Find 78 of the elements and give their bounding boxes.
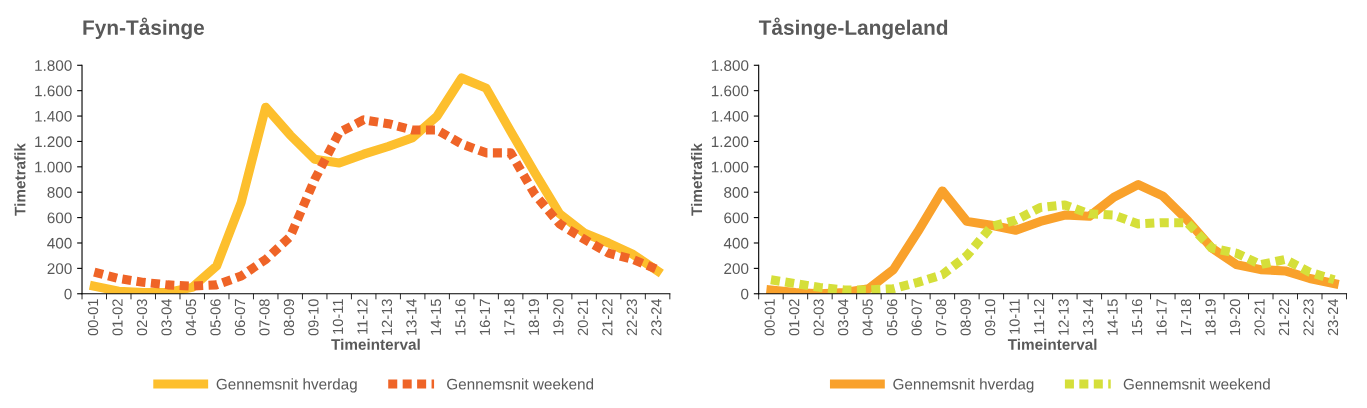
x-tick-label: 11-12 xyxy=(1033,299,1045,334)
y-tick-label: 1.800 xyxy=(711,60,749,71)
x-tick-label: 04-05 xyxy=(862,299,873,336)
y-tick-label: 400 xyxy=(723,237,749,249)
y-tick-label: 0 xyxy=(741,288,749,300)
y-axis-title: Timetrafik xyxy=(14,143,26,216)
legend-label: Gennemsnit weekend xyxy=(1123,378,1270,390)
legend-label: Gennemsnit hverdag xyxy=(216,378,357,393)
x-tick-label: 09-10 xyxy=(984,299,996,336)
y-tick-label: 1.400 xyxy=(35,110,72,122)
y-tick-label: 1.600 xyxy=(35,85,72,97)
chart-title: Fyn-Tåsinge xyxy=(83,17,205,40)
x-tick-label: 06-07 xyxy=(911,299,922,336)
x-tick-label: 05-06 xyxy=(886,299,898,336)
x-tick-label: 16-17 xyxy=(1156,299,1167,335)
x-tick-label: 07-08 xyxy=(259,299,270,336)
x-tick-label: 23-24 xyxy=(1327,299,1339,336)
y-tick-label: 1.800 xyxy=(35,60,72,71)
x-tick-label: 22-23 xyxy=(626,299,638,336)
x-tick-label: 00-01 xyxy=(87,299,99,336)
x-tick-label: 13-14 xyxy=(1082,299,1094,335)
x-tick-label: 14-15 xyxy=(1107,299,1118,335)
x-tick-label: 11-12 xyxy=(357,299,368,334)
x-tick-label: 04-05 xyxy=(185,299,197,336)
x-axis-title: Timeinterval xyxy=(1007,338,1097,350)
x-tick-label: 13-14 xyxy=(406,299,417,335)
y-tick-label: 1.400 xyxy=(711,110,749,122)
x-tick-label: 21-22 xyxy=(602,299,613,336)
x-tick-label: 01-02 xyxy=(789,299,800,336)
x-tick-label: 14-15 xyxy=(430,299,442,335)
y-tick-label: 800 xyxy=(724,187,749,198)
x-tick-label: 10-11 xyxy=(1009,299,1020,334)
x-tick-label: 17-18 xyxy=(504,299,515,335)
x-tick-label: 18-19 xyxy=(528,299,540,335)
y-tick-label: 1.200 xyxy=(35,136,72,148)
x-tick-label: 03-04 xyxy=(838,299,849,336)
legend-label: Gennemsnit hverdag xyxy=(893,378,1034,393)
x-tick-label: 23-24 xyxy=(651,299,662,336)
x-axis-title: Timeinterval xyxy=(331,338,420,350)
x-tick-label: 21-22 xyxy=(1278,299,1290,336)
x-tick-label: 06-07 xyxy=(234,299,246,336)
x-tick-label: 16-17 xyxy=(479,299,491,335)
y-axis-title: Timetrafik xyxy=(690,143,703,216)
x-tick-label: 02-03 xyxy=(813,299,824,336)
x-tick-label: 09-10 xyxy=(308,299,319,336)
x-tick-label: 15-16 xyxy=(455,299,466,335)
x-tick-label: 01-02 xyxy=(112,299,123,336)
x-tick-label: 20-21 xyxy=(1254,299,1265,336)
y-tick-label: 1.000 xyxy=(711,161,749,173)
y-tick-label: 1.200 xyxy=(711,136,749,148)
x-tick-label: 08-09 xyxy=(283,299,295,336)
x-tick-label: 22-23 xyxy=(1303,299,1314,336)
y-tick-label: 600 xyxy=(724,212,749,224)
x-tick-label: 17-18 xyxy=(1180,299,1192,335)
x-tick-label: 12-13 xyxy=(381,299,393,335)
x-tick-label: 19-20 xyxy=(553,299,564,335)
x-tick-label: 12-13 xyxy=(1058,299,1069,335)
x-tick-label: 08-09 xyxy=(960,299,971,336)
y-tick-label: 200 xyxy=(724,263,749,275)
y-tick-label: 1.000 xyxy=(35,161,72,173)
y-tick-label: 0 xyxy=(64,288,72,300)
x-tick-label: 00-01 xyxy=(764,299,775,336)
legend-label: Gennemsnit weekend xyxy=(447,378,594,390)
x-tick-label: 07-08 xyxy=(935,299,947,336)
x-tick-label: 15-16 xyxy=(1131,299,1143,335)
y-tick-label: 600 xyxy=(47,212,72,224)
y-tick-label: 800 xyxy=(47,187,72,198)
y-tick-label: 1.600 xyxy=(711,85,749,97)
chart-title: Tåsinge-Langeland xyxy=(758,17,948,40)
x-tick-label: 03-04 xyxy=(161,299,172,336)
x-tick-label: 10-11 xyxy=(332,299,344,334)
x-tick-label: 20-21 xyxy=(577,299,589,336)
y-tick-label: 400 xyxy=(47,237,72,249)
y-tick-label: 200 xyxy=(47,263,72,275)
x-tick-label: 19-20 xyxy=(1229,299,1241,335)
x-tick-label: 18-19 xyxy=(1205,299,1216,335)
x-tick-label: 05-06 xyxy=(210,299,221,336)
x-tick-label: 02-03 xyxy=(136,299,148,336)
